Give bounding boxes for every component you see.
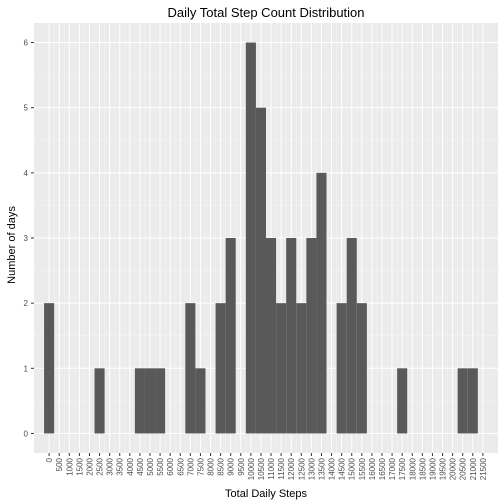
x-tick-label: 21000 [469, 457, 478, 480]
y-tick-label: 3 [24, 234, 29, 243]
y-axis-ticks: 0 1 2 3 4 5 6 [24, 39, 34, 438]
x-tick-label: 4500 [136, 457, 145, 475]
y-tick-label: 1 [24, 364, 29, 373]
histogram-bar [346, 238, 357, 434]
x-tick-label: 17000 [388, 457, 397, 480]
y-tick-label: 5 [24, 104, 29, 113]
x-tick-label: 21500 [479, 457, 488, 480]
x-tick-label: 15000 [348, 457, 357, 480]
x-tick-label: 6000 [166, 457, 175, 475]
x-tick-label: 7000 [186, 457, 195, 475]
x-tick-label: 6500 [176, 457, 185, 475]
x-tick-label: 8000 [207, 457, 216, 475]
x-tick-label: 7500 [196, 457, 205, 475]
x-tick-label: 13500 [317, 457, 326, 480]
histogram-bar [144, 368, 156, 434]
histogram-bar [397, 368, 408, 434]
x-tick-label: 11000 [267, 457, 276, 479]
x-tick-label: 12000 [287, 457, 296, 480]
x-tick-label: 17500 [398, 457, 407, 480]
x-tick-label: 19500 [439, 457, 448, 480]
x-tick-label: 16500 [378, 457, 387, 480]
x-tick-label: 12500 [297, 457, 306, 480]
histogram-bar [467, 368, 478, 434]
histogram-bar [286, 238, 297, 434]
y-tick-label: 0 [24, 429, 29, 438]
x-tick-label: 15500 [358, 457, 367, 480]
x-tick-label: 1000 [65, 457, 74, 475]
histogram-bar [356, 303, 367, 434]
x-tick-label: 5500 [156, 457, 165, 475]
x-tick-label: 1500 [75, 457, 84, 475]
histogram-bar [316, 172, 327, 434]
x-tick-label: 16000 [368, 457, 377, 480]
chart-title: Daily Total Step Count Distribution [167, 5, 364, 20]
histogram-bar [255, 107, 266, 434]
x-tick-label: 11500 [277, 457, 286, 479]
x-tick-label: 4000 [126, 457, 135, 475]
x-tick-label: 0 [45, 457, 54, 462]
x-tick-label: 8500 [217, 457, 226, 475]
histogram-bar [245, 42, 256, 434]
histogram-bar [215, 303, 226, 434]
histogram-bar [336, 303, 347, 434]
histogram-bar [185, 303, 196, 434]
x-axis-ticks: 0 500 1000 1500 2000 2500 3000 3500 4000 4500 5000… [45, 453, 488, 480]
histogram-bar [134, 368, 145, 434]
x-tick-label: 3000 [106, 457, 115, 475]
x-tick-label: 3500 [116, 457, 125, 475]
y-axis-title: Number of days [6, 206, 18, 284]
histogram-bar [296, 303, 307, 434]
histogram-bar [266, 238, 277, 434]
histogram-bar [225, 238, 236, 434]
x-tick-label: 10500 [257, 457, 266, 480]
x-tick-label: 19000 [428, 457, 437, 480]
y-tick-label: 4 [24, 169, 29, 178]
x-tick-label: 2500 [96, 457, 105, 475]
x-tick-label: 14000 [328, 457, 337, 480]
histogram-bar [306, 238, 317, 434]
histogram-bar [94, 368, 105, 434]
histogram-bar [195, 368, 206, 434]
histogram-bar [457, 368, 468, 434]
x-tick-label: 20000 [449, 457, 458, 480]
x-tick-label: 20500 [459, 457, 468, 480]
histogram-bar [44, 303, 55, 434]
x-tick-label: 9000 [227, 457, 236, 475]
x-axis-title: Total Daily Steps [225, 488, 307, 500]
x-tick-label: 13000 [307, 457, 316, 480]
histogram-bar [155, 368, 166, 434]
x-tick-label: 2000 [85, 457, 94, 475]
histogram-bar [276, 303, 287, 434]
y-tick-label: 2 [24, 299, 29, 308]
x-tick-label: 18000 [408, 457, 417, 480]
x-tick-label: 9500 [237, 457, 246, 475]
x-tick-label: 10000 [247, 457, 256, 480]
y-tick-label: 6 [24, 39, 29, 48]
x-tick-label: 500 [55, 457, 64, 471]
x-tick-label: 5000 [146, 457, 155, 475]
x-tick-label: 14500 [338, 457, 347, 480]
histogram-bars [44, 42, 478, 434]
x-tick-label: 18500 [418, 457, 427, 480]
